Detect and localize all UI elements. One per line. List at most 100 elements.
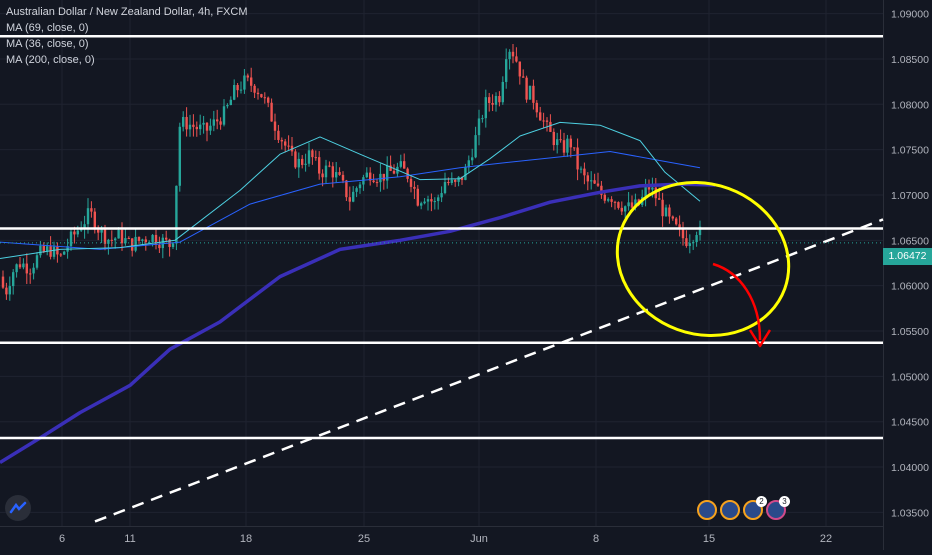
candle-body [613, 201, 617, 203]
candle-body [695, 235, 698, 243]
candle-body [586, 175, 589, 182]
candle-body [420, 203, 423, 206]
candle-body [22, 263, 25, 268]
candle-body [423, 201, 426, 204]
candle-body [617, 202, 620, 208]
y-tick-label: 1.08000 [891, 99, 929, 111]
candle-body [372, 180, 375, 183]
candle-body [634, 199, 637, 208]
candle-body [647, 186, 651, 190]
candle-body [355, 188, 358, 192]
symbol-title[interactable]: Australian Dollar / New Zealand Dollar, … [6, 6, 248, 18]
candle-body [331, 166, 334, 178]
candle-body [69, 231, 73, 247]
candle-body [692, 242, 695, 244]
candle-body [76, 230, 79, 235]
avatar[interactable] [697, 500, 717, 520]
highlight-ellipse [615, 180, 791, 338]
candle-body [165, 237, 168, 240]
ma-200-legend[interactable]: MA (200, close, 0) [6, 54, 95, 66]
candle-body [35, 255, 39, 268]
candle-body [277, 130, 280, 140]
candle-body [110, 239, 113, 241]
candle-body [348, 197, 351, 202]
candle-body [161, 237, 164, 249]
candle-body [522, 76, 525, 78]
candle-body [511, 51, 515, 57]
candle-body [675, 218, 678, 225]
candle-body [205, 122, 209, 131]
candle-body [182, 116, 185, 127]
candle-body [137, 236, 141, 241]
x-tick-label: 18 [240, 533, 252, 545]
dashed-trendline [94, 218, 884, 523]
avatar-count-badge: 2 [756, 496, 767, 507]
candle-body [658, 198, 661, 200]
candle-body [369, 172, 372, 181]
candle-body [341, 174, 345, 181]
candle-body [307, 150, 311, 164]
y-tick-label: 1.06500 [891, 235, 929, 247]
candle-body [450, 179, 453, 183]
candle-body [328, 165, 331, 167]
candle-body [127, 238, 130, 240]
candle-body [250, 77, 253, 86]
current-price-label: 1.06472 [883, 248, 932, 265]
candle-body [52, 246, 56, 257]
candle-body [345, 180, 348, 198]
avatar[interactable]: 3 [766, 496, 790, 520]
candle-body [8, 286, 11, 295]
chart-legend: Australian Dollar / New Zealand Dollar, … [6, 4, 247, 68]
candle-body [216, 119, 219, 122]
candle-body [39, 245, 42, 256]
candle-body [379, 173, 382, 183]
y-tick-label: 1.06000 [891, 281, 929, 293]
avatar[interactable] [720, 500, 740, 520]
candle-body [426, 199, 430, 202]
candle-body [668, 207, 671, 217]
candle-body [42, 245, 45, 252]
candle-body [29, 273, 32, 275]
candle-body [83, 224, 86, 230]
candle-body [86, 208, 90, 225]
candle-body [297, 158, 300, 168]
candle-body [236, 85, 239, 91]
ma-69-legend[interactable]: MA (69, close, 0) [6, 22, 89, 34]
candle-body [532, 85, 535, 103]
candle-body [267, 97, 270, 103]
avatar[interactable]: 2 [743, 496, 767, 520]
candle-body [46, 246, 49, 252]
candle-body [280, 139, 283, 142]
candle-body [454, 179, 457, 182]
candle-body [467, 160, 470, 168]
candle-body [114, 238, 117, 241]
candle-body [15, 264, 18, 273]
candle-body [304, 163, 307, 165]
candle-body [545, 120, 549, 122]
candle-body [73, 231, 76, 235]
candle-body [294, 151, 297, 168]
candle-body [399, 161, 402, 167]
candle-body [488, 97, 491, 103]
candle-body [1, 276, 5, 288]
red-arrow-line [712, 262, 762, 341]
idea-avatars[interactable]: 2 3 [697, 496, 790, 522]
candle-body [158, 244, 161, 249]
candle-body [49, 246, 52, 257]
candle-body [389, 165, 392, 171]
candle-body [562, 140, 566, 153]
candle-body [518, 61, 521, 77]
candle-body [403, 161, 406, 169]
candle-body [583, 168, 586, 176]
candle-body [386, 165, 389, 181]
x-tick-label: Jun [470, 533, 488, 545]
ma-36-legend[interactable]: MA (36, close, 0) [6, 38, 89, 50]
tradingview-logo[interactable] [5, 495, 31, 521]
candle-body [25, 263, 28, 274]
candle-body [443, 182, 447, 194]
candle-body [610, 199, 613, 202]
candle-body [501, 81, 504, 103]
